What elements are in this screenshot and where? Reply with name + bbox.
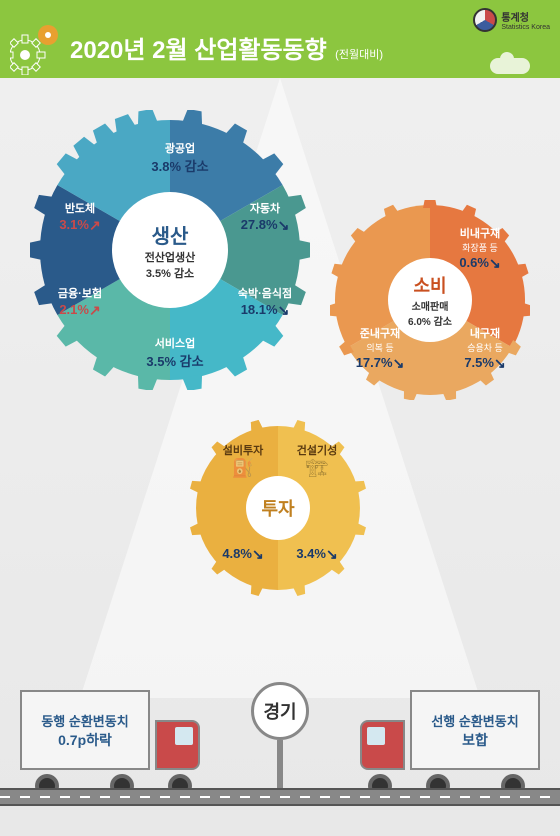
inv-seg-construction-val: 3.4% bbox=[282, 545, 352, 563]
investment-title: 투자 bbox=[261, 495, 294, 521]
leading-value: 보합 bbox=[462, 730, 488, 750]
arrow-down-icon bbox=[393, 355, 405, 372]
consumption-title: 소비 bbox=[413, 272, 446, 298]
prod-seg-finance: 금융·보험 2.1% bbox=[40, 285, 120, 319]
leading-label: 선행 순환변동치 bbox=[431, 711, 518, 730]
prod-seg-semi: 반도체 3.1% bbox=[40, 200, 120, 234]
page-title: 2020년 2월 산업활동동향 bbox=[70, 37, 327, 64]
crane-icon: 🏗 bbox=[306, 458, 329, 478]
header-gear-icon bbox=[10, 20, 65, 80]
prod-seg-food: 숙박·음식점 18.1% bbox=[225, 285, 305, 319]
economy-section: 동행 순환변동치 0.7p하락 선행 순환변동치 보합 경기 bbox=[0, 656, 560, 836]
arrow-up-icon bbox=[89, 217, 101, 234]
sign-label: 경기 bbox=[251, 682, 309, 740]
coincident-value: 0.7p하락 bbox=[58, 730, 112, 750]
arrow-down-icon bbox=[326, 546, 338, 563]
arrow-down-icon bbox=[278, 217, 290, 234]
road bbox=[0, 788, 560, 806]
arrow-down-icon bbox=[252, 546, 264, 563]
logo-icon bbox=[473, 8, 497, 32]
production-sub: 전산업생산 bbox=[145, 249, 196, 265]
logo: 통계청 Statistics Korea bbox=[473, 8, 550, 32]
page-subtitle: (전월대비) bbox=[335, 49, 383, 61]
production-gear: 생산 전산업생산 3.5% 감소 광공업 3.8% 감소 자동차 27.8% 숙… bbox=[30, 110, 310, 390]
truck-cab-icon bbox=[360, 720, 405, 770]
truck-coincident: 동행 순환변동치 0.7p하락 bbox=[20, 690, 200, 790]
consumption-gear: 소비 소매판매 6.0% 감소 비내구재 화장품 등 0.6% 준내구재 의복 … bbox=[330, 200, 530, 400]
consumption-center: 소비 소매판매 6.0% 감소 bbox=[388, 258, 472, 342]
truck-left-box: 동행 순환변동치 0.7p하락 bbox=[20, 690, 150, 770]
arrow-up-icon bbox=[89, 302, 101, 319]
cloud-icon bbox=[490, 58, 530, 74]
production-title: 생산 bbox=[152, 220, 189, 249]
truck-right-box: 선행 순환변동치 보합 bbox=[410, 690, 540, 770]
inv-seg-facility: 설비투자 ⛽ bbox=[208, 442, 278, 479]
arrow-down-icon bbox=[489, 255, 501, 272]
consumption-sub: 소매판매 bbox=[412, 298, 449, 313]
production-value: 3.5% 감소 bbox=[146, 265, 194, 281]
inv-seg-construction: 건설기성 🏗 bbox=[282, 442, 352, 479]
truck-cab-icon bbox=[155, 720, 200, 770]
arrow-down-icon bbox=[494, 355, 506, 372]
prod-seg-mining: 광공업 3.8% 감소 bbox=[140, 140, 220, 176]
header: 2020년 2월 산업활동동향 (전월대비) 통계청 Statistics Ko… bbox=[0, 0, 560, 78]
arrow-down-icon bbox=[278, 302, 290, 319]
inv-seg-facility-val: 4.8% bbox=[208, 545, 278, 563]
truck-leading: 선행 순환변동치 보합 bbox=[360, 690, 540, 790]
prod-seg-service: 서비스업 3.5% 감소 bbox=[130, 335, 220, 371]
sign-pole-icon bbox=[277, 740, 283, 790]
oil-rig-icon: ⛽ bbox=[232, 458, 254, 478]
economy-sign: 경기 bbox=[251, 682, 309, 790]
consumption-value: 6.0% 감소 bbox=[408, 313, 452, 328]
logo-text: 통계청 bbox=[501, 9, 550, 24]
logo-subtext: Statistics Korea bbox=[501, 24, 550, 31]
investment-gear: 투자 설비투자 ⛽ 4.8% 건설기성 🏗 3.4% bbox=[190, 420, 366, 596]
prod-seg-auto: 자동차 27.8% bbox=[225, 200, 305, 234]
investment-center: 투자 bbox=[246, 476, 310, 540]
coincident-label: 동행 순환변동치 bbox=[41, 711, 128, 730]
production-center: 생산 전산업생산 3.5% 감소 bbox=[112, 192, 228, 308]
